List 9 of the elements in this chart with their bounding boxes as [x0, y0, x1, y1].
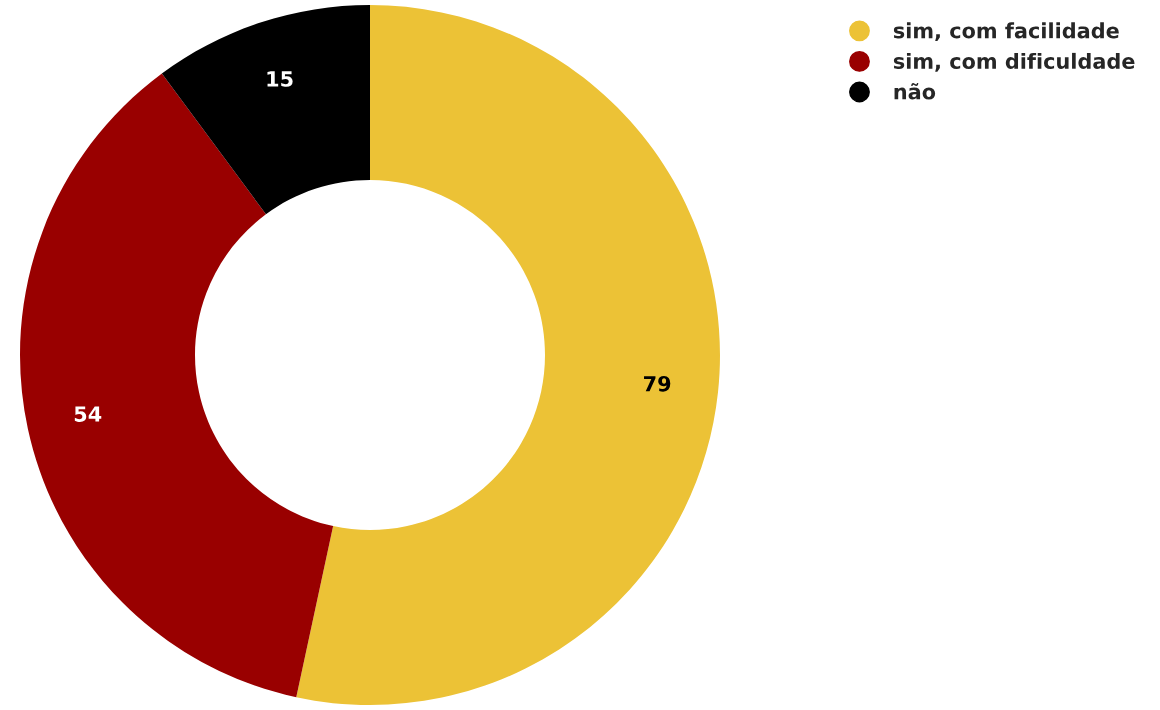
legend-label: não	[894, 83, 936, 100]
donut-slice	[161, 5, 370, 215]
data-label: 79	[644, 375, 671, 392]
data-label: 54	[74, 406, 102, 422]
donut-slice	[20, 73, 334, 698]
legend-label: sim, com dificuldade	[893, 52, 1135, 72]
donut-slice	[296, 5, 720, 705]
legend-label: sim, com facilidade	[893, 22, 1119, 42]
data-label: 15	[267, 71, 293, 87]
